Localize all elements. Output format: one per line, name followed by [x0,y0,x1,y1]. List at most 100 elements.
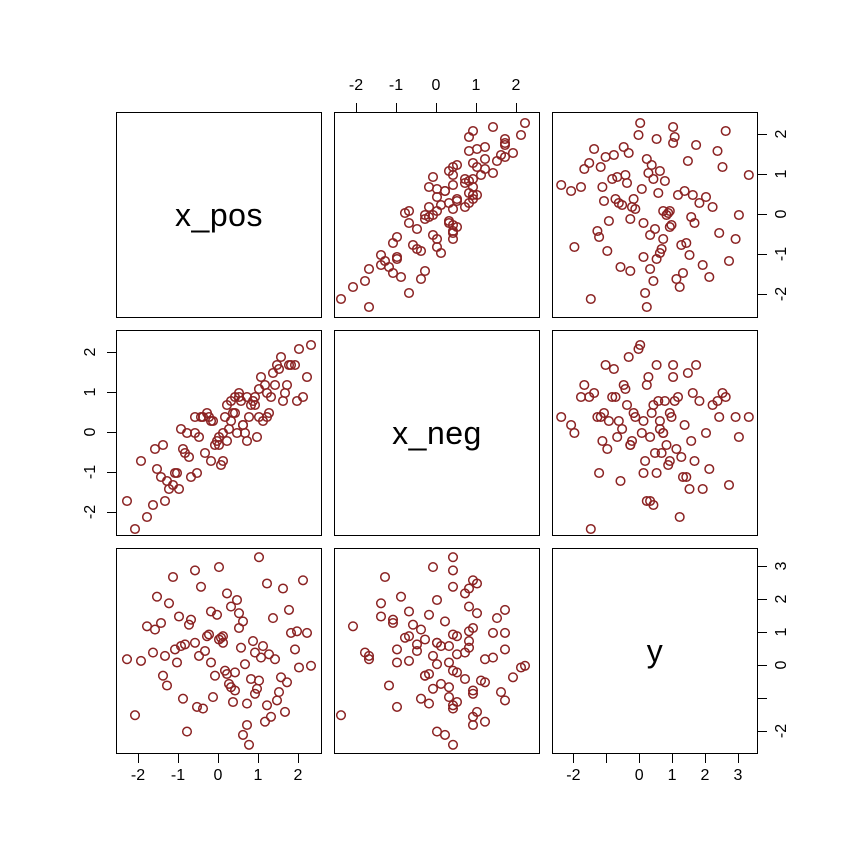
data-point [704,271,715,283]
data-point [171,657,183,668]
data-point [694,197,705,209]
data-point [189,637,201,648]
data-point [479,153,491,165]
data-point [686,435,697,447]
data-point [625,265,636,277]
data-point [263,407,275,419]
scatter-x_neg-x_pos [335,117,531,313]
data-point [463,636,475,647]
data-point [643,167,654,179]
data-point [305,339,317,351]
data-point [592,411,603,423]
data-point [630,411,641,423]
data-point [471,608,483,619]
data-point [638,251,649,263]
data-point [443,197,455,209]
data-point [668,359,679,371]
data-point [173,611,185,622]
data-point [467,189,479,201]
data-point [661,439,672,451]
axis-tick-label: 0 [773,660,790,670]
data-point [636,427,647,439]
data-point [183,451,195,463]
data-point [285,627,297,638]
data-point [161,680,173,691]
data-point [633,343,644,355]
data-point [159,650,171,661]
data-point [684,249,695,261]
data-point [217,455,229,467]
data-point [447,225,459,237]
data-point [638,415,649,427]
data-point [479,141,491,153]
data-point [687,189,698,201]
data-point [155,471,167,483]
data-point [681,471,692,483]
data-point [653,395,664,407]
axis-tick-label: -2 [82,504,99,520]
scatter-x_neg-y [335,552,531,750]
axis-tick [758,566,767,568]
data-point [431,659,443,670]
data-point [499,133,511,145]
data-point [499,151,511,163]
data-point [427,650,439,661]
data-point [195,581,207,592]
data-point [674,281,685,293]
data-point [645,263,656,275]
data-point [293,662,305,673]
axis-tick-label: -2 [566,767,581,784]
data-point [251,683,263,694]
axis-tick-label: 0 [213,767,223,784]
data-point [267,613,279,624]
data-point [681,237,692,249]
data-point [649,447,661,459]
data-point [463,642,475,653]
data-point [691,139,702,151]
data-point [363,263,375,275]
panel-y-vs-x_pos [116,548,322,754]
data-point [651,359,662,371]
data-point [672,391,684,403]
axis-tick [758,664,767,666]
data-point [403,606,415,617]
data-point [566,185,577,197]
data-point [225,415,237,427]
data-point [575,181,587,193]
data-point [612,171,623,183]
data-point [403,205,415,217]
data-point [251,431,263,443]
axis-tick [758,730,767,732]
axis-tick-label: 3 [773,561,790,571]
scatter-y-x_neg [556,339,754,535]
data-point [689,455,700,467]
data-point [275,672,287,683]
axis-tick-label: 0 [82,427,99,437]
data-point [253,552,265,563]
axis-tick [298,754,299,763]
data-point [411,639,423,650]
data-point [475,169,487,181]
data-point [347,281,359,293]
data-point [697,483,708,495]
data-point [121,495,133,507]
data-point [677,471,689,483]
data-point [697,259,708,271]
axis-tick-label: -1 [773,246,790,262]
data-point [269,654,281,665]
data-point [387,617,399,629]
data-point [271,695,283,706]
data-point [159,495,171,507]
data-point [335,293,347,305]
data-point [671,443,682,455]
data-point [379,255,391,267]
data-point [475,675,487,686]
data-point [700,427,712,439]
data-point [403,631,415,642]
data-point [305,660,317,671]
axis-tick-label: 2 [700,767,710,784]
data-point [625,439,636,451]
data-point [598,195,610,207]
data-point [403,655,415,666]
axis-tick-label: 2 [511,77,521,94]
